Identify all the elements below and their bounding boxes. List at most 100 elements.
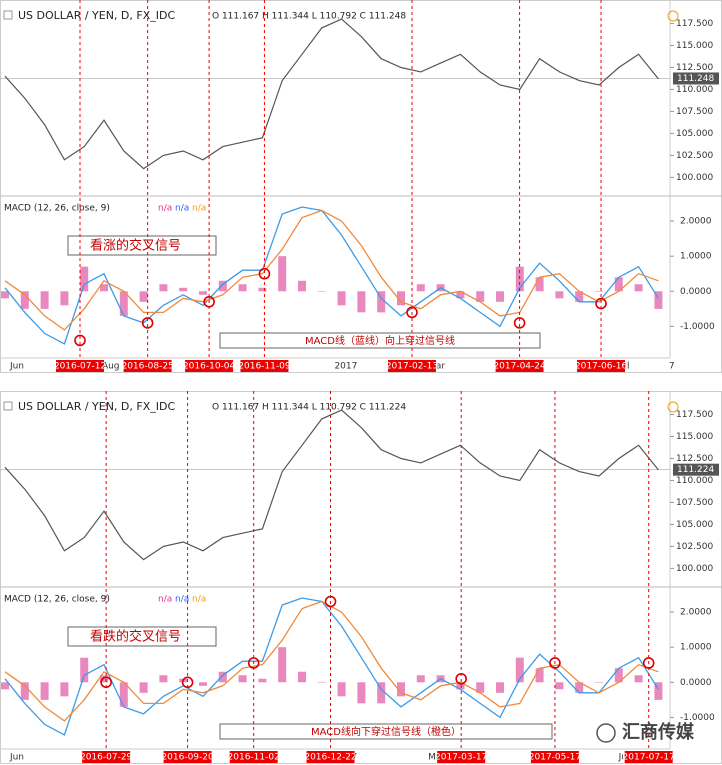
indicator-name: MACD (12, 26, close, 9) — [4, 595, 110, 605]
histogram-bar — [20, 291, 29, 309]
watermark-icon — [596, 723, 616, 743]
histogram-bar — [634, 675, 643, 683]
price-tick-label: 117.500 — [676, 19, 713, 29]
histogram-bar — [179, 287, 188, 292]
histogram-bar — [377, 682, 386, 704]
price-tick-label: 102.500 — [676, 542, 713, 552]
histogram-bar — [40, 682, 49, 700]
crossing-marker — [455, 672, 467, 685]
date-tag — [577, 360, 626, 372]
date-label: 2017-04-24 — [493, 362, 546, 372]
histogram-bar — [40, 291, 49, 309]
histogram-bar — [634, 284, 643, 292]
price-tick-label: 115.000 — [676, 432, 713, 442]
histogram-bar — [595, 682, 603, 683]
histogram-bar — [1, 682, 9, 690]
histogram-bar — [60, 682, 69, 697]
indicator-name: MACD (12, 26, close, 9) — [4, 204, 110, 214]
histogram-bar — [258, 678, 267, 683]
histogram-bar — [535, 668, 544, 683]
date-label: 2017-06-16 — [575, 362, 628, 372]
histogram-bar — [397, 291, 405, 306]
histogram-bar — [416, 675, 425, 683]
macd-tick-label: 1.0000 — [680, 252, 712, 262]
histogram-bar — [535, 277, 544, 292]
time-axis-label: Jun — [9, 362, 24, 372]
histogram-bar — [575, 682, 584, 693]
symbol-name: US DOLLAR / YEN, D, FX_IDC — [18, 9, 175, 22]
histogram-bar — [377, 291, 386, 313]
price-tick-label: 105.000 — [676, 129, 713, 139]
time-axis-label: 2017 — [334, 362, 357, 372]
crossing-marker — [74, 334, 86, 347]
macd-tick-label: 0.0000 — [680, 287, 712, 297]
price-tick-label: 110.000 — [676, 85, 713, 95]
histogram-bar — [496, 682, 504, 693]
histogram-bar — [80, 266, 89, 292]
time-axis-label: 7 — [669, 362, 675, 372]
crossing-marker — [513, 317, 526, 329]
date-label: 2016-11-09 — [238, 362, 291, 372]
price-tick-label: 117.500 — [676, 410, 713, 420]
crossing-marker — [406, 306, 418, 319]
price-tick-label: 102.500 — [676, 151, 713, 161]
annotation-box — [67, 235, 217, 256]
price-tick-label: 112.500 — [676, 63, 713, 73]
crossing-marker — [181, 676, 194, 689]
crossing-marker — [100, 676, 112, 689]
histogram-bar — [218, 280, 227, 292]
histogram-bar — [337, 682, 346, 697]
annotation-box — [219, 723, 553, 740]
macd-line — [4, 206, 659, 345]
date-label: 2016-08-25 — [121, 362, 173, 372]
date-tag — [437, 751, 486, 763]
panel-frame — [0, 391, 722, 764]
date-label: 2017-02-13 — [386, 362, 438, 372]
date-label: 2016-12-22 — [304, 753, 356, 763]
histogram-bar — [218, 671, 227, 683]
histogram-bar — [60, 291, 69, 306]
price-tick-label: 112.500 — [676, 454, 713, 464]
alert-icon — [667, 401, 679, 413]
date-tag — [82, 751, 131, 763]
histogram-bar — [555, 682, 564, 690]
date-label: 2017-07-17 — [623, 753, 675, 763]
macd-tick-label: -1.0000 — [680, 713, 715, 723]
chart-panel: 117.500 115.000 112.500 110.000 107.500 105.0… — [0, 0, 722, 373]
histogram-bar — [119, 682, 128, 707]
histogram-bar — [159, 675, 168, 683]
date-tag — [56, 360, 104, 372]
histogram-bar — [397, 682, 405, 697]
date-tag — [229, 751, 278, 763]
crossing-marker — [595, 297, 607, 310]
histogram-bar — [654, 682, 663, 700]
histogram-bar — [199, 682, 207, 686]
price-line — [4, 409, 659, 561]
indicator-value: n/a — [192, 204, 206, 214]
crossing-marker — [642, 657, 655, 669]
macd-tick-label: 0.0000 — [680, 678, 712, 688]
price-tick-label: 107.500 — [676, 107, 713, 117]
date-tag — [163, 751, 212, 763]
annotation-title: 看跌的交叉信号 — [90, 629, 181, 645]
annotation-title: 看涨的交叉信号 — [90, 238, 181, 254]
alert-icon — [667, 10, 679, 22]
time-axis-label: Mar — [428, 362, 445, 372]
histogram-bar — [258, 287, 267, 292]
macd-tick-label: -1.0000 — [680, 322, 715, 332]
annotation-note: MACD线向下穿过信号线（橙色） — [311, 725, 461, 738]
symbol-name: US DOLLAR / YEN, D, FX_IDC — [18, 400, 175, 413]
histogram-bar — [317, 291, 326, 292]
ohlc-values: O 111.167 H 111.344 L 110.792 C 111.248 — [212, 12, 406, 22]
last-price-label: 111.248 — [677, 74, 714, 84]
histogram-bar — [298, 280, 306, 292]
date-label: 2016-07-29 — [80, 753, 133, 763]
crossing-marker — [141, 317, 154, 329]
date-tag — [240, 360, 289, 372]
histogram-bar — [1, 291, 9, 299]
histogram-bar — [238, 284, 247, 292]
time-axis-label: Aug — [102, 362, 120, 372]
signal-line — [4, 209, 659, 331]
crossing-marker — [203, 296, 215, 308]
chart-panel: 117.500 115.000 112.500 110.000 107.500 105.0… — [0, 391, 722, 764]
